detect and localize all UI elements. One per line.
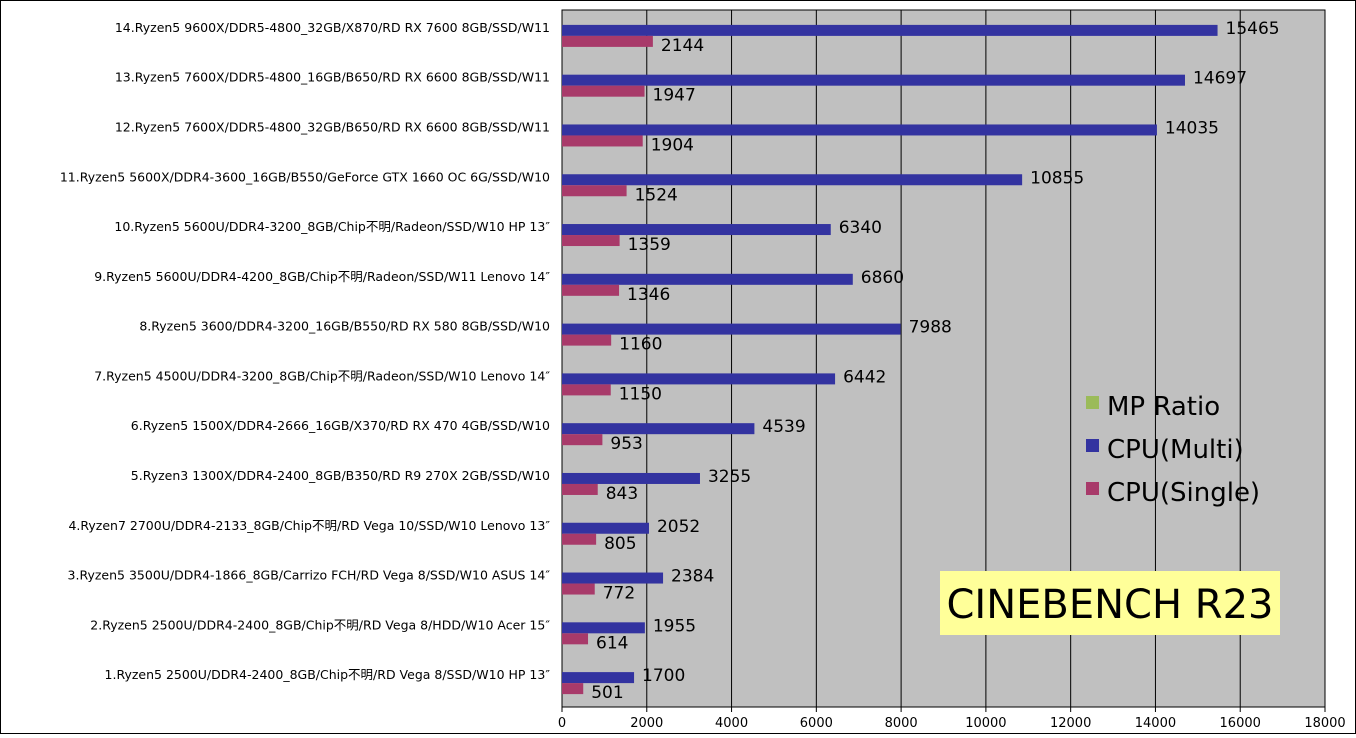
bar-cpu-single: [562, 284, 620, 296]
bar-cpu-single: [562, 85, 645, 97]
bar-cpu-multi: [562, 522, 649, 534]
legend-entry: CPU(Multi): [1107, 435, 1244, 465]
bar-cpu-multi: [562, 622, 645, 634]
data-label-cpu-multi: 2052: [657, 517, 700, 537]
category-label: 14.Ryzen5 9600X/DDR5-4800_32GB/X870/RD R…: [115, 20, 550, 35]
legend-swatch: [1086, 482, 1099, 495]
data-label-cpu-multi: 1700: [642, 666, 685, 686]
data-label-cpu-single: 1346: [627, 285, 670, 305]
data-label-cpu-single: 1359: [628, 235, 671, 255]
category-label: 9.Ryzen5 5600U/DDR4-4200_8GB/Chip不明/Rade…: [94, 269, 550, 284]
data-label-cpu-single: 772: [603, 584, 635, 604]
data-label-cpu-multi: 7988: [909, 318, 952, 338]
data-label-cpu-multi: 15465: [1226, 19, 1280, 39]
data-label-cpu-single: 1904: [651, 135, 694, 155]
data-label-cpu-single: 2144: [661, 36, 704, 56]
category-label: 4.Ryzen7 2700U/DDR4-2133_8GB/Chip不明/RD V…: [68, 518, 550, 533]
bar-cpu-multi: [562, 174, 1023, 186]
bar-cpu-single: [562, 334, 612, 346]
bar-cpu-single: [562, 384, 611, 396]
bar-cpu-single: [562, 235, 620, 247]
bar-cpu-single: [562, 483, 598, 495]
legend: MP Ratio CPU(Multi) CPU(Single): [1086, 392, 1260, 508]
data-label-cpu-single: 614: [596, 633, 628, 653]
bar-cpu-single: [562, 533, 597, 545]
data-label-cpu-multi: 14035: [1165, 118, 1219, 138]
category-label: 8.Ryzen5 3600/DDR4-3200_16GB/B550/RD RX …: [139, 319, 550, 334]
legend-swatch: [1086, 396, 1099, 409]
data-label-cpu-multi: 6860: [861, 268, 904, 288]
category-label: 6.Ryzen5 1500X/DDR4-2666_16GB/X370/RD RX…: [131, 418, 550, 433]
bar-cpu-single: [562, 583, 595, 595]
legend-entry: CPU(Single): [1107, 478, 1260, 508]
x-tick-label: 4000: [715, 716, 748, 731]
x-tick-label: 18000: [1304, 716, 1345, 731]
category-labels: 14.Ryzen5 9600X/DDR5-4800_32GB/X870/RD R…: [60, 20, 551, 682]
x-tick-label: 0: [558, 716, 566, 731]
data-label-cpu-multi: 4539: [762, 417, 805, 437]
bar-cpu-multi: [562, 24, 1218, 36]
bar-cpu-multi: [562, 74, 1185, 86]
data-label-cpu-single: 953: [610, 434, 642, 454]
data-label-cpu-multi: 6340: [839, 218, 882, 238]
data-label-cpu-single: 1947: [653, 86, 696, 106]
data-label-cpu-single: 501: [591, 683, 623, 703]
bars: 15465 2144 14697 1947 14035 1904 10855 1524 6340…: [562, 19, 1280, 703]
category-label: 13.Ryzen5 7600X/DDR5-4800_16GB/B650/RD R…: [115, 70, 550, 85]
x-tick-label: 8000: [885, 716, 918, 731]
x-tick-label: 12000: [1050, 716, 1091, 731]
data-label-cpu-single: 1160: [619, 335, 662, 355]
bar-cpu-single: [562, 633, 589, 645]
bar-cpu-single: [562, 683, 584, 695]
bar-cpu-multi: [562, 672, 635, 684]
data-label-cpu-multi: 6442: [843, 367, 886, 387]
data-label-cpu-multi: 2384: [671, 567, 714, 587]
bar-cpu-single: [562, 35, 653, 47]
category-label: 10.Ryzen5 5600U/DDR4-3200_8GB/Chip不明/Rad…: [114, 219, 550, 234]
data-label-cpu-multi: 10855: [1030, 168, 1084, 188]
category-label: 12.Ryzen5 7600X/DDR5-4800_32GB/B650/RD R…: [115, 119, 550, 134]
x-tick-label: 6000: [800, 716, 833, 731]
data-label-cpu-multi: 3255: [708, 467, 751, 487]
bar-cpu-single: [562, 135, 643, 147]
category-label: 3.Ryzen5 3500U/DDR4-1866_8GB/Carrizo FCH…: [68, 568, 551, 583]
category-label: 1.Ryzen5 2500U/DDR4-2400_8GB/Chip不明/RD V…: [105, 667, 551, 682]
bar-cpu-single: [562, 185, 627, 197]
chart-title-box: CINEBENCH R23: [940, 571, 1280, 635]
bar-cpu-multi: [562, 224, 831, 236]
data-label-cpu-single: 805: [604, 534, 636, 554]
bar-cpu-multi: [562, 572, 664, 584]
bar-cpu-multi: [562, 273, 853, 285]
data-label-cpu-single: 1524: [635, 185, 678, 205]
bar-cpu-single: [562, 434, 603, 446]
data-label-cpu-multi: 14697: [1193, 69, 1247, 89]
bar-cpu-multi: [562, 124, 1157, 136]
bar-cpu-multi: [562, 472, 700, 484]
bar-cpu-multi: [562, 423, 755, 435]
x-tick-label: 2000: [630, 716, 663, 731]
data-label-cpu-multi: 1955: [653, 616, 696, 636]
data-label-cpu-single: 843: [606, 484, 638, 504]
category-label: 5.Ryzen3 1300X/DDR4-2400_8GB/B350/RD R9 …: [131, 468, 550, 483]
legend-entry: MP Ratio: [1107, 392, 1220, 422]
x-axis-ticks: 0 2000 4000 6000 8000 10000 12000 14000 16000 180…: [558, 707, 1346, 731]
x-tick-label: 10000: [965, 716, 1006, 731]
chart-title: CINEBENCH R23: [947, 582, 1274, 628]
category-label: 2.Ryzen5 2500U/DDR4-2400_8GB/Chip不明/RD V…: [90, 617, 550, 632]
category-label: 7.Ryzen5 4500U/DDR4-3200_8GB/Chip不明/Rade…: [94, 368, 550, 383]
legend-swatch: [1086, 439, 1099, 452]
x-tick-label: 14000: [1135, 716, 1176, 731]
x-tick-label: 16000: [1220, 716, 1261, 731]
category-label: 11.Ryzen5 5600X/DDR4-3600_16GB/B550/GeFo…: [60, 169, 550, 184]
title-background: [940, 571, 1280, 635]
bar-cpu-multi: [562, 323, 901, 335]
data-label-cpu-single: 1150: [619, 384, 662, 404]
bar-cpu-multi: [562, 373, 836, 385]
